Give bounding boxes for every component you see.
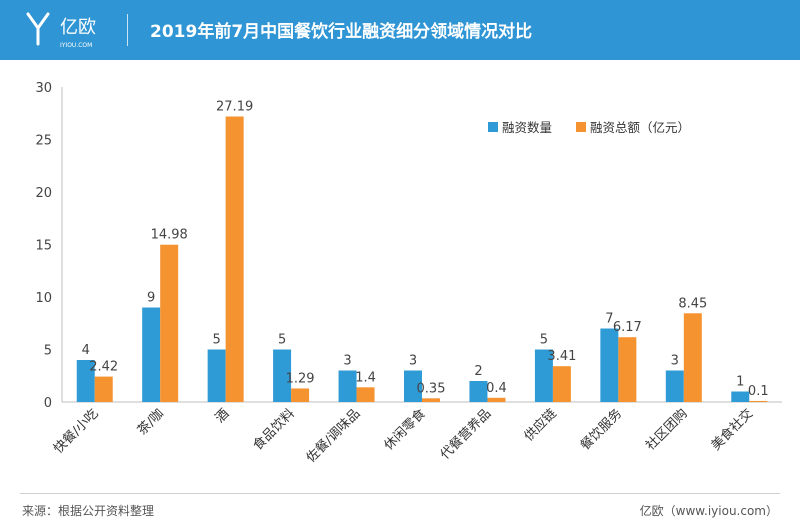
data-label-count: 4 bbox=[82, 343, 90, 358]
footer-divider bbox=[20, 493, 780, 494]
x-tick-label: 休闲零食 bbox=[381, 406, 429, 454]
y-tick-label: 25 bbox=[35, 134, 52, 149]
bar-amount bbox=[356, 387, 375, 402]
data-label-amount: 27.19 bbox=[216, 100, 253, 115]
iyiou-logo-icon: 亿欧 IYIOU.COM bbox=[26, 12, 96, 49]
x-tick-label: 茶/咖 bbox=[134, 406, 167, 439]
x-tick-label: 代餐营养品 bbox=[437, 406, 494, 463]
bar-amount bbox=[683, 313, 702, 402]
bar-count bbox=[404, 370, 422, 402]
legend-label: 融资总额（亿元） bbox=[590, 120, 690, 135]
data-label-count: 5 bbox=[540, 333, 548, 348]
chart-area: 0 5 10 15 20 25 30 4 2.42 快餐/小吃 9 14.98 茶/咖 5 27.19 酒 5 1… bbox=[0, 60, 800, 490]
data-label-amount: 14.98 bbox=[151, 228, 188, 243]
legend-swatch bbox=[576, 122, 586, 132]
x-tick-label: 食品饮料 bbox=[250, 406, 298, 454]
logo-subtext: IYIOU.COM bbox=[60, 42, 92, 49]
bar-count bbox=[600, 328, 619, 402]
data-label-amount: 0.35 bbox=[417, 381, 446, 396]
data-label-amount: 1.4 bbox=[355, 370, 376, 385]
bar-amount bbox=[160, 244, 179, 402]
data-label-count: 3 bbox=[343, 354, 351, 369]
logo-text: 亿欧 bbox=[60, 17, 96, 38]
header-bar: 亿欧 IYIOU.COM 2019年前7月中国餐饮行业融资细分领域情况对比 bbox=[0, 0, 800, 60]
bar-amount bbox=[94, 376, 113, 402]
x-tick-label: 快餐/小吃 bbox=[50, 406, 101, 457]
y-tick-label: 5 bbox=[44, 344, 52, 359]
bar-amount bbox=[225, 116, 244, 402]
y-tick-label: 0 bbox=[44, 396, 52, 411]
data-label-count: 7 bbox=[605, 312, 613, 327]
bar-count bbox=[207, 349, 226, 402]
bar-amount bbox=[422, 398, 440, 402]
x-tick-label: 社区团购 bbox=[643, 406, 691, 454]
x-tick-label: 供应链 bbox=[521, 406, 560, 445]
bar-amount bbox=[749, 400, 768, 402]
y-tick-label: 30 bbox=[35, 81, 52, 96]
bar-count bbox=[665, 370, 684, 402]
x-tick-label: 酒 bbox=[213, 406, 233, 426]
data-label-amount: 8.45 bbox=[678, 296, 707, 311]
data-label-count: 5 bbox=[212, 333, 220, 348]
y-tick-label: 20 bbox=[35, 186, 52, 201]
bar-amount bbox=[291, 388, 310, 402]
data-label-amount: 2.42 bbox=[89, 360, 118, 375]
data-label-amount: 0.4 bbox=[486, 381, 507, 396]
data-label-count: 3 bbox=[409, 354, 417, 369]
page-title: 2019年前7月中国餐饮行业融资细分领域情况对比 bbox=[150, 22, 533, 42]
credit-note: 亿欧（www.iyiou.com） bbox=[639, 504, 778, 518]
bar-count bbox=[469, 381, 488, 402]
y-tick-label: 15 bbox=[35, 239, 52, 254]
bar-count bbox=[731, 391, 750, 402]
legend-label: 融资数量 bbox=[502, 120, 552, 135]
data-label-count: 3 bbox=[671, 354, 679, 369]
bar-amount bbox=[618, 337, 637, 402]
data-label-amount: 1.29 bbox=[286, 371, 315, 386]
data-label-amount: 0.1 bbox=[748, 384, 769, 399]
data-label-count: 9 bbox=[147, 291, 155, 306]
data-label-amount: 3.41 bbox=[547, 349, 576, 364]
header-divider bbox=[127, 14, 128, 46]
bar-amount bbox=[487, 397, 506, 402]
x-tick-label: 美食社交 bbox=[708, 406, 756, 454]
data-label-count: 5 bbox=[278, 333, 286, 348]
bar-amount bbox=[552, 366, 571, 402]
bar-count bbox=[76, 360, 95, 402]
data-label-count: 1 bbox=[736, 375, 744, 390]
x-tick-label: 佐餐/调味品 bbox=[303, 406, 363, 466]
bar-chart: 05101520253042.42快餐/小吃914.98茶/咖527.19酒51… bbox=[35, 81, 782, 466]
bar-count bbox=[534, 349, 553, 402]
x-tick-label: 餐饮服务 bbox=[577, 406, 625, 454]
bar-count bbox=[273, 349, 292, 402]
bar-count bbox=[142, 307, 161, 402]
source-note: 来源：根据公开资料整理 bbox=[22, 504, 155, 518]
data-label-amount: 6.17 bbox=[613, 320, 642, 335]
y-tick-label: 10 bbox=[35, 291, 52, 306]
legend-swatch bbox=[488, 122, 498, 132]
bar-count bbox=[338, 370, 357, 402]
data-label-count: 2 bbox=[474, 364, 482, 379]
